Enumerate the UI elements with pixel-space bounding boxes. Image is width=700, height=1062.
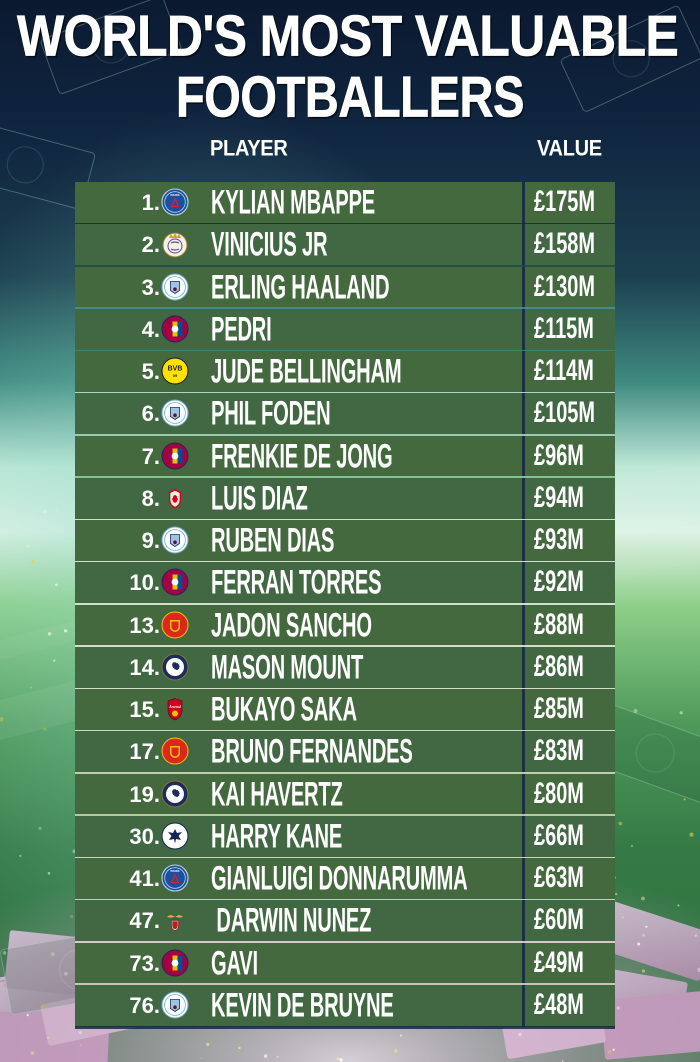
svg-text:Arsenal: Arsenal (168, 705, 181, 709)
svg-text:PARIS: PARIS (171, 869, 180, 873)
svg-text:PARIS: PARIS (171, 193, 180, 197)
svg-text:09: 09 (173, 373, 178, 378)
svg-text:BVB: BVB (168, 366, 183, 373)
